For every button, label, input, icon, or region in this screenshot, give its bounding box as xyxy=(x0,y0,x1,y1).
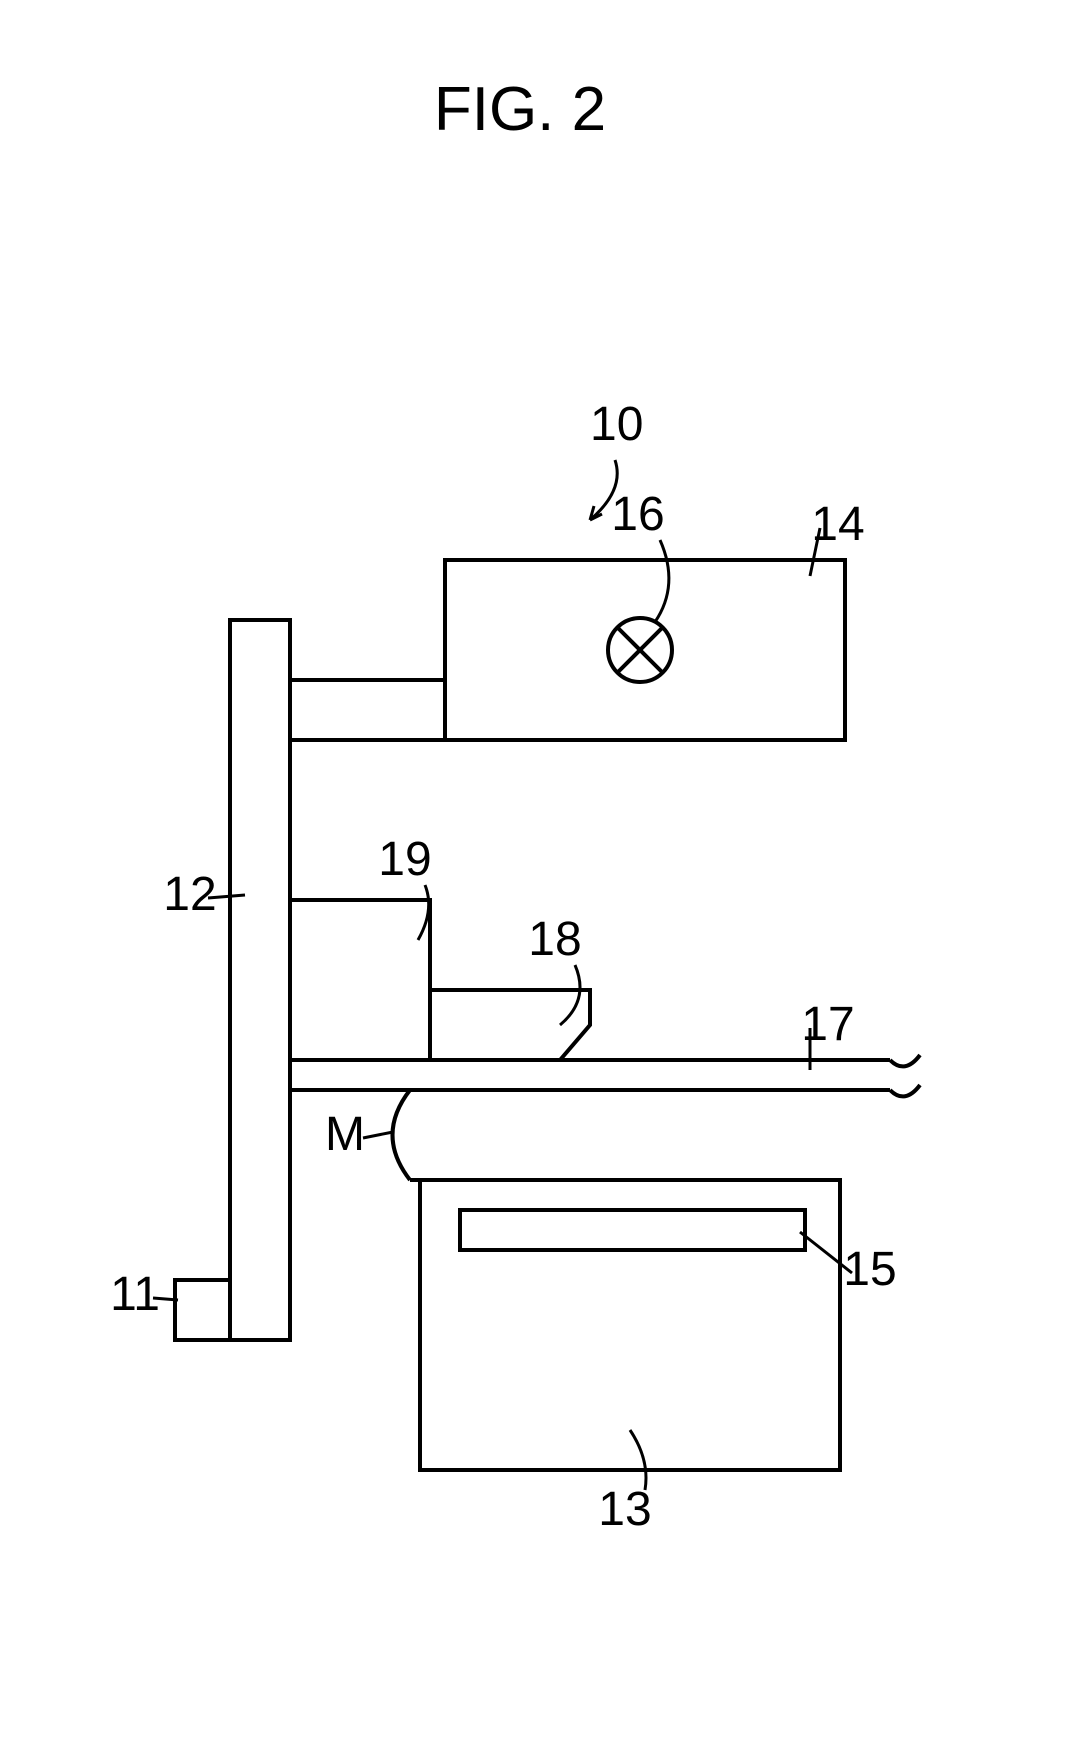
part-slot-label: 15 xyxy=(843,1243,896,1296)
ref-10: 10 xyxy=(590,398,643,451)
part-lamp-leader xyxy=(655,540,669,622)
part-upper-plate-tail2 xyxy=(890,1085,920,1096)
part-wedge-front xyxy=(430,990,590,1060)
part-wedge-front-label: 18 xyxy=(528,913,581,966)
figure-title: FIG. 2 xyxy=(434,75,606,144)
part-column xyxy=(230,620,290,1340)
part-wedge-back-leader xyxy=(418,885,429,940)
part-wedge-front-leader xyxy=(560,965,580,1025)
part-head-box-label: 14 xyxy=(811,498,864,551)
part-lower-housing xyxy=(410,1180,840,1470)
part-foot-label: 11 xyxy=(110,1268,160,1321)
part-head-box xyxy=(445,560,845,740)
part-wedge-back xyxy=(290,900,430,1060)
part-lamp-label: 16 xyxy=(611,488,664,541)
part-medium-m-leader xyxy=(363,1132,393,1138)
part-lower-housing-label: 13 xyxy=(598,1483,651,1536)
part-top-arm xyxy=(290,680,445,740)
part-upper-plate xyxy=(290,1060,890,1090)
part-foot xyxy=(175,1280,230,1340)
part-column-label: 12 xyxy=(163,868,216,921)
part-upper-plate-tail1 xyxy=(890,1055,920,1066)
part-wedge-back-label: 19 xyxy=(378,833,431,886)
part-foot-leader xyxy=(153,1298,178,1300)
part-lower-housing-leader xyxy=(630,1430,646,1490)
part-slot xyxy=(460,1210,805,1250)
part-medium-m xyxy=(393,1090,411,1180)
part-medium-m-label: M xyxy=(325,1108,365,1161)
